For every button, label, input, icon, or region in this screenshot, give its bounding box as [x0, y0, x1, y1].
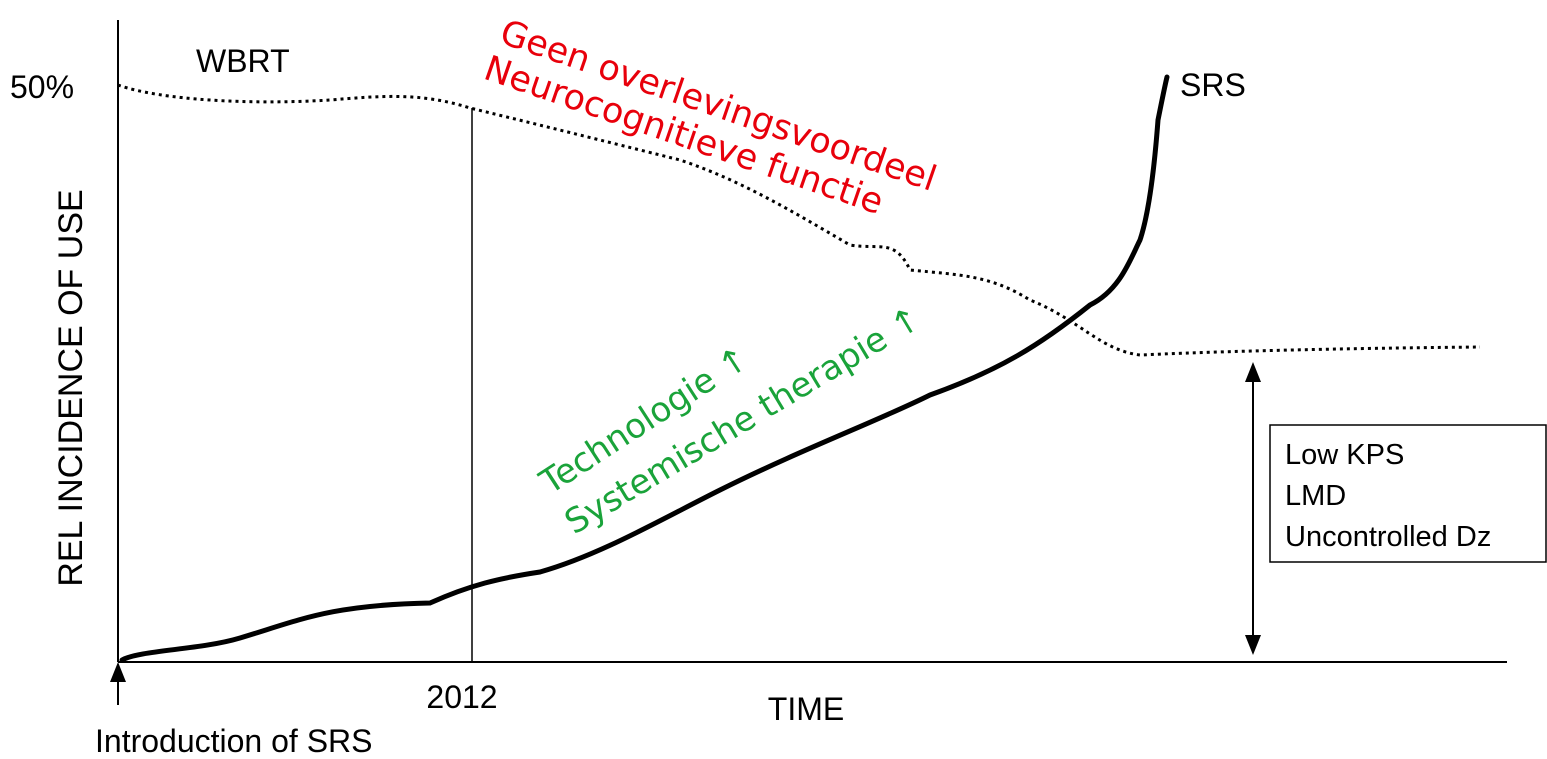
wbrt-curve — [117, 83, 1481, 357]
srs-curve — [119, 74, 1170, 663]
origin-label: Introduction of SRS — [95, 723, 372, 759]
box-line: Low KPS — [1285, 439, 1404, 471]
srs-label: SRS — [1180, 67, 1246, 103]
y-marker: 50% — [10, 69, 74, 105]
box-line: Uncontrolled Dz — [1285, 521, 1491, 553]
x-marker: 2012 — [426, 679, 497, 715]
box-line: LMD — [1285, 480, 1346, 512]
wbrt-label: WBRT — [196, 43, 290, 79]
x-axis-label: TIME — [768, 691, 844, 727]
box — [1269, 424, 1547, 563]
y-axis-label: REL INCIDENCE OF USE — [52, 189, 90, 586]
